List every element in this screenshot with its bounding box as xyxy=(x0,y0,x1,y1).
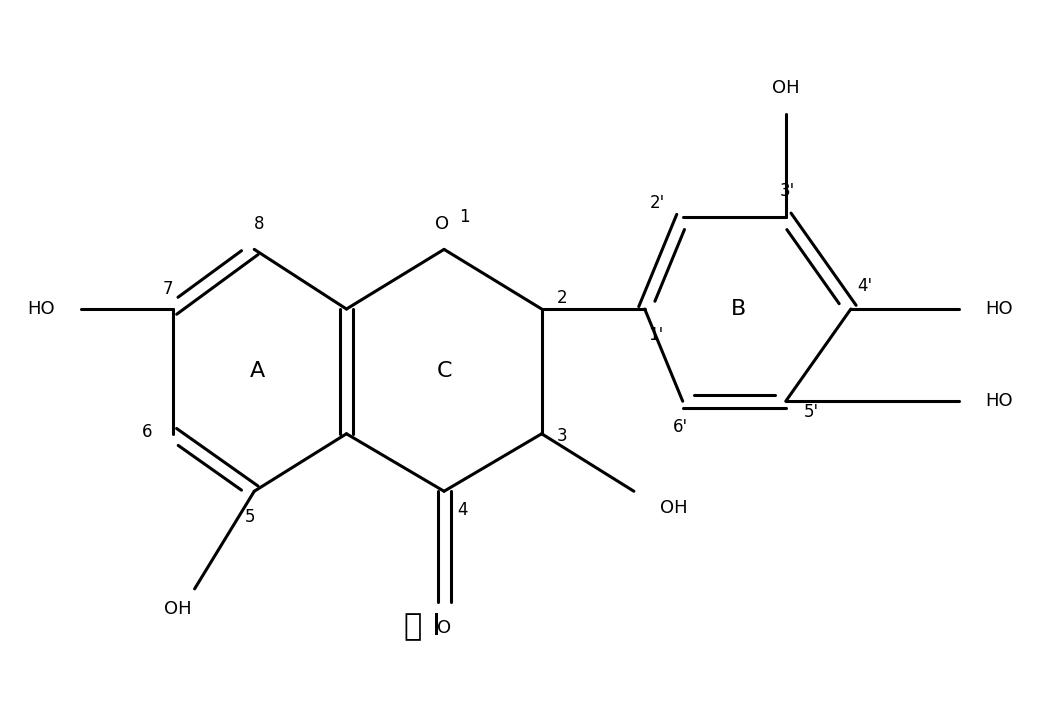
Text: OH: OH xyxy=(772,79,800,97)
Text: 4': 4' xyxy=(857,277,873,295)
Text: 3': 3' xyxy=(780,182,796,200)
Text: A: A xyxy=(251,361,265,381)
Text: 5': 5' xyxy=(804,403,820,421)
Text: 1: 1 xyxy=(459,208,470,226)
Text: C: C xyxy=(437,361,451,381)
Text: 2: 2 xyxy=(556,289,567,307)
Text: 3: 3 xyxy=(556,426,567,445)
Text: O: O xyxy=(437,619,451,637)
Text: O: O xyxy=(435,214,449,233)
Text: 8: 8 xyxy=(254,214,264,233)
Text: 6': 6' xyxy=(673,418,688,436)
Text: OH: OH xyxy=(659,499,687,517)
Text: HO: HO xyxy=(985,392,1013,410)
Text: HO: HO xyxy=(985,300,1013,318)
Text: 5: 5 xyxy=(244,508,255,526)
Text: 式 I: 式 I xyxy=(404,611,441,640)
Text: OH: OH xyxy=(164,600,191,618)
Text: 7: 7 xyxy=(163,280,174,298)
Text: 6: 6 xyxy=(141,423,152,441)
Text: B: B xyxy=(731,299,747,319)
Text: 2': 2' xyxy=(649,194,665,212)
Text: 4: 4 xyxy=(458,501,468,519)
Text: 1': 1' xyxy=(648,326,664,344)
Text: HO: HO xyxy=(27,300,55,318)
